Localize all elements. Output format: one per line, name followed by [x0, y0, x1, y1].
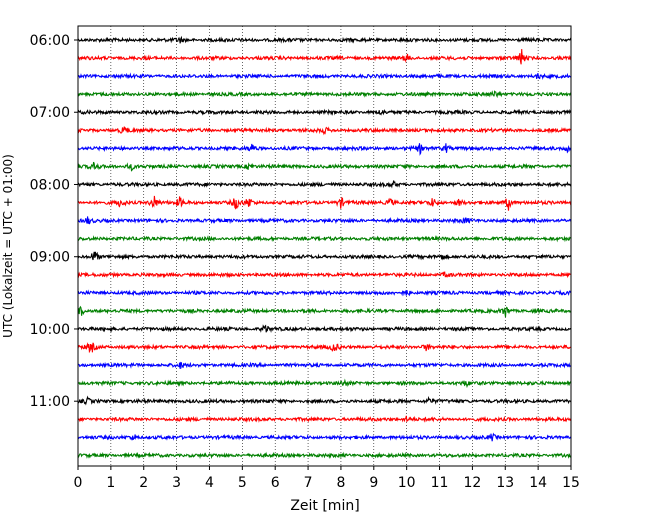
trace-0700 — [77, 108, 572, 116]
trace-1000 — [77, 324, 572, 334]
seismic-traces — [77, 35, 572, 460]
y-tick-label: 06:00 — [30, 33, 70, 49]
y-axis-ticks: 06:00 07:00 08:00 09:00 10:00 11:00 — [30, 33, 78, 410]
x-axis-label: Zeit [min] — [290, 498, 359, 514]
trace-1115 — [77, 415, 572, 423]
trace-0615 — [77, 49, 572, 65]
y-tick-label: 10:00 — [30, 322, 70, 338]
trace-0815 — [77, 195, 572, 211]
trace-1030 — [77, 361, 572, 369]
x-tick-label: 15 — [562, 475, 580, 491]
y-tick-label: 11:00 — [30, 394, 70, 410]
trace-0730 — [77, 143, 572, 156]
trace-0930 — [77, 289, 572, 297]
x-tick-label: 5 — [238, 475, 247, 491]
x-tick-label: 6 — [271, 475, 280, 491]
trace-0645 — [77, 90, 572, 99]
trace-0845 — [77, 235, 572, 243]
trace-1145 — [77, 451, 572, 460]
trace-1015 — [77, 342, 572, 354]
x-tick-label: 8 — [336, 475, 345, 491]
trace-1100 — [77, 395, 572, 406]
trace-0630 — [77, 72, 572, 81]
y-tick-label: 08:00 — [30, 177, 70, 193]
trace-0600 — [77, 35, 572, 44]
plot-frame — [77, 25, 572, 467]
x-tick-label: 14 — [529, 475, 547, 491]
trace-0715 — [77, 126, 572, 136]
x-tick-label: 12 — [463, 475, 481, 491]
trace-0800 — [77, 180, 572, 189]
y-axis-label: UTC (Lokalzeit = UTC + 01:00) — [1, 154, 15, 338]
x-tick-label: 4 — [205, 475, 214, 491]
trace-0900 — [77, 251, 572, 261]
x-tick-label: 2 — [139, 475, 148, 491]
y-tick-label: 07:00 — [30, 105, 70, 121]
x-tick-label: 0 — [74, 475, 83, 491]
trace-1045 — [77, 378, 572, 389]
x-tick-label: 11 — [431, 475, 449, 491]
trace-0945 — [77, 305, 572, 318]
x-tick-label: 9 — [369, 475, 378, 491]
trace-1130 — [77, 432, 572, 442]
trace-0830 — [77, 216, 572, 225]
y-tick-label: 09:00 — [30, 250, 70, 266]
x-tick-label: 10 — [398, 475, 416, 491]
x-tick-label: 1 — [106, 475, 115, 491]
x-axis-ticks: 0 1 2 3 4 5 6 7 8 9 10 11 12 13 14 15 — [74, 466, 580, 491]
x-tick-label: 3 — [172, 475, 181, 491]
trace-0915 — [77, 271, 572, 279]
x-tick-label: 13 — [496, 475, 514, 491]
trace-0745 — [77, 161, 572, 172]
x-tick-label: 7 — [304, 475, 313, 491]
grid-lines — [110, 26, 539, 466]
